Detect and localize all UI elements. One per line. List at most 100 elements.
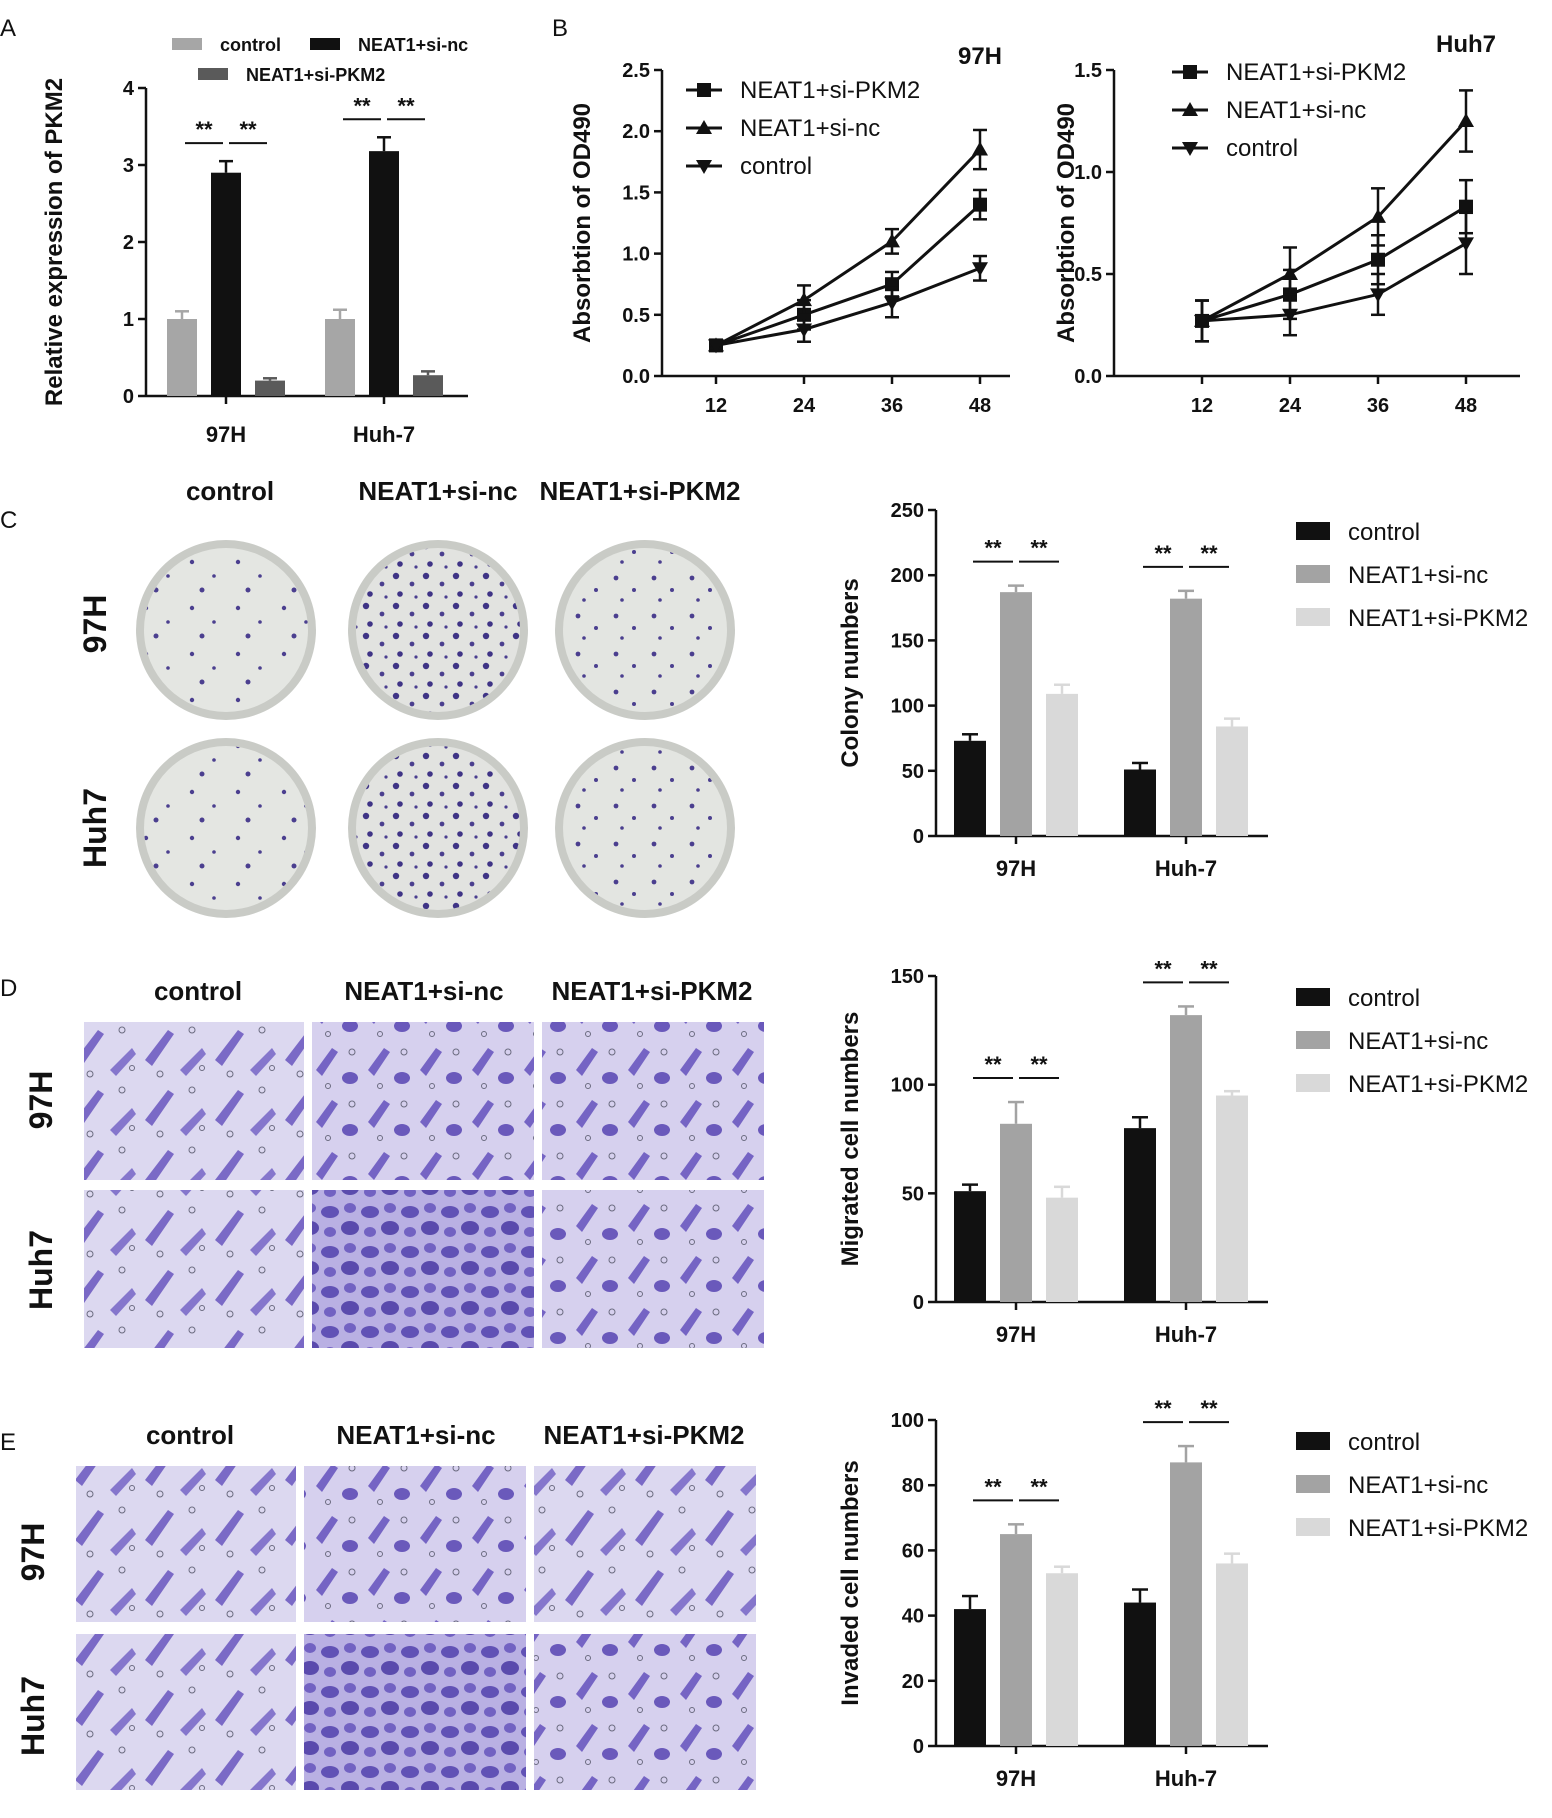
legend-label-control: control xyxy=(220,35,281,55)
legend-swatch-neat1-si-nc xyxy=(1296,565,1330,583)
invasion-97h-neat1-si-nc xyxy=(304,1466,526,1622)
migration-97h-control xyxy=(84,1022,304,1180)
significance-stars: ** xyxy=(984,1052,1002,1077)
y-tick-label: 2.0 xyxy=(622,121,650,143)
significance-stars: ** xyxy=(397,93,415,118)
invasion-image-grid: control NEAT1+si-nc NEAT1+si-PKM2 97H Hu… xyxy=(15,1420,756,1790)
invasion-huh7-neat1-si-nc xyxy=(304,1634,526,1790)
significance-stars: ** xyxy=(1154,541,1172,566)
legend-swatch-control xyxy=(1296,988,1330,1006)
data-point-neat1-si-nc xyxy=(1370,208,1386,223)
data-point-neat1-si-pkm2 xyxy=(1371,252,1385,267)
data-point-neat1-si-pkm2 xyxy=(1459,199,1473,214)
y-axis-title: Migrated cell numbers xyxy=(837,1012,864,1267)
y-tick-label: 1.5 xyxy=(1074,60,1102,82)
invasion-huh7-control xyxy=(76,1634,296,1790)
significance-stars: ** xyxy=(1030,1052,1048,1077)
invasion-header-neat1-si-nc: NEAT1+si-nc xyxy=(336,1420,495,1450)
invasion-97h-control xyxy=(76,1466,296,1622)
y-tick-label: 0 xyxy=(913,1292,924,1314)
legend-label-neat1-si-pkm2: NEAT1+si-PKM2 xyxy=(1348,1515,1528,1542)
bar-control xyxy=(1124,1602,1156,1746)
y-tick-label: 0.5 xyxy=(1074,264,1102,286)
legend-marker-neat1-si-nc xyxy=(1182,102,1198,116)
series-line-neat1-si-pkm2 xyxy=(1201,205,1467,323)
legend-label-neat1-si-nc: NEAT1+si-nc xyxy=(1348,1472,1488,1499)
y-tick-label: 250 xyxy=(891,500,924,522)
chart-b-97h-od490: 0.0 0.5 1.0 1.5 2.0 2.5 12 24 36 48 Absorbtion of … xyxy=(569,43,1010,417)
bar-neat1-si-pkm2 xyxy=(255,380,285,396)
dish-97h-control xyxy=(136,540,316,720)
y-tick-label: 0 xyxy=(913,1736,924,1758)
x-tick-label: 12 xyxy=(1191,395,1213,417)
legend-label-neat1-si-nc: NEAT1+si-nc xyxy=(1348,562,1488,589)
y-axis-title: Absorbtion of OD490 xyxy=(569,103,596,343)
chart-title: 97H xyxy=(958,43,1002,70)
data-point-control xyxy=(796,323,812,338)
significance-stars: ** xyxy=(353,93,371,118)
significance-stars: ** xyxy=(195,117,213,142)
bar-control xyxy=(325,319,355,396)
migration-header-neat1-si-nc: NEAT1+si-nc xyxy=(344,976,503,1006)
y-tick-label: 1 xyxy=(123,309,134,331)
migration-header-neat1-si-pkm2: NEAT1+si-PKM2 xyxy=(551,976,752,1006)
colony-dish-grid: control NEAT1+si-nc NEAT1+si-PKM2 97H Hu… xyxy=(77,476,741,918)
x-tick-label: 24 xyxy=(1279,395,1302,417)
series-line-neat1-si-nc xyxy=(1201,119,1468,323)
significance-stars: ** xyxy=(239,117,257,142)
chart-c-colony-numbers: 0 50 100 150 200 250 Colony numbers 97H ** ** Huh-… xyxy=(837,500,1528,881)
data-point-control xyxy=(1194,314,1210,329)
y-tick-label: 2 xyxy=(123,232,134,254)
x-category-label: 97H xyxy=(996,1322,1036,1347)
data-point-neat1-si-nc xyxy=(1282,266,1298,280)
significance-stars: ** xyxy=(1030,536,1048,561)
legend-label-control: control xyxy=(1348,519,1420,546)
legend-label-neat1-si-pkm2: NEAT1+si-PKM2 xyxy=(1348,605,1528,632)
y-tick-label: 1.0 xyxy=(622,244,650,266)
y-tick-label: 0 xyxy=(913,826,924,848)
y-tick-label: 20 xyxy=(902,1671,924,1693)
legend-swatch-control xyxy=(1296,522,1330,540)
legend-label-neat1-si-pkm2: NEAT1+si-PKM2 xyxy=(1226,59,1406,86)
y-tick-label: 100 xyxy=(891,1410,924,1432)
dish-header-neat1-si-nc: NEAT1+si-nc xyxy=(358,476,517,506)
legend-swatch-neat1-si-pkm2 xyxy=(1296,1074,1330,1092)
bar-control xyxy=(954,1609,986,1746)
legend-label-neat1-si-nc: NEAT1+si-nc xyxy=(1348,1028,1488,1055)
bar-control xyxy=(167,319,197,396)
dish-huh7-control xyxy=(136,738,316,918)
x-tick-label: 12 xyxy=(705,395,727,417)
significance-stars: ** xyxy=(1200,1396,1218,1421)
y-tick-label: 200 xyxy=(891,565,924,587)
dish-97h-neat1-si-pkm2 xyxy=(555,540,735,720)
migration-97h-neat1-si-pkm2 xyxy=(542,1022,764,1180)
data-point-neat1-si-pkm2 xyxy=(973,197,987,212)
x-tick-label: 48 xyxy=(969,395,991,417)
chart-title: Huh7 xyxy=(1436,31,1496,58)
chart-a-pkm2-expression: 0 1 2 3 4 Relative expression of PKM2 97H ** ** H… xyxy=(41,35,468,447)
y-tick-label: 0 xyxy=(123,386,134,408)
series-line-neat1-si-nc xyxy=(715,148,982,347)
bar-neat1-si-pkm2 xyxy=(1046,693,1078,836)
legend-label-control: control xyxy=(1348,1429,1420,1456)
legend-swatch-neat1-si-pkm2 xyxy=(1296,1518,1330,1536)
y-tick-label: 0.5 xyxy=(622,305,650,327)
invasion-row-header-97h: 97H xyxy=(15,1523,51,1582)
significance-stars: ** xyxy=(1154,1396,1172,1421)
migration-huh7-control xyxy=(84,1190,304,1348)
legend-swatch-control xyxy=(172,38,202,50)
y-tick-label: 60 xyxy=(902,1540,924,1562)
bar-neat1-si-pkm2 xyxy=(1216,1563,1248,1746)
y-tick-label: 100 xyxy=(891,1075,924,1097)
migration-97h-neat1-si-nc xyxy=(312,1022,534,1180)
bar-neat1-si-nc xyxy=(1170,1462,1202,1746)
bar-neat1-si-pkm2 xyxy=(1216,1095,1248,1302)
series-line-control xyxy=(715,266,981,347)
y-tick-label: 40 xyxy=(902,1606,924,1628)
invasion-97h-neat1-si-pkm2 xyxy=(534,1466,756,1622)
dish-header-control: control xyxy=(186,476,274,506)
bar-control xyxy=(954,740,986,836)
bar-neat1-si-pkm2 xyxy=(1046,1197,1078,1302)
chart-b-huh7-od490: 0.0 0.5 1.0 1.5 12 24 36 48 Absorbtion of OD490 H… xyxy=(1053,31,1520,417)
legend-swatch-neat1-si-nc xyxy=(1296,1031,1330,1049)
